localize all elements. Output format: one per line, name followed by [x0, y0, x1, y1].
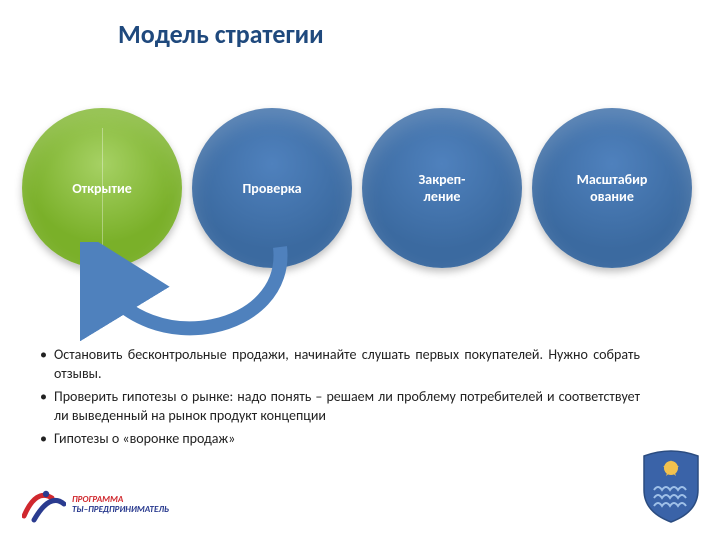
circle-consolidation: Закреп-ление [362, 108, 522, 268]
circle-label: Закреп-ление [419, 171, 466, 205]
logo-line2: ТЫ–ПРЕДПРИНИМАТЕЛЬ [72, 505, 169, 515]
bullet-list: Остановить бесконтрольные продажи, начин… [40, 346, 640, 452]
circle-scaling: Масштабирование [532, 108, 692, 268]
process-circles: Открытие Проверка Закреп-ление Масштабир… [22, 108, 698, 268]
logo-swoosh-icon [22, 486, 66, 524]
bullet-item: Проверить гипотезы о рынке: надо понять … [54, 388, 640, 426]
circle-discovery: Открытие [22, 108, 182, 268]
logo-text: ПРОГРАММА ТЫ–ПРЕДПРИНИМАТЕЛЬ [72, 495, 169, 515]
circle-label: Открытие [72, 180, 132, 197]
bullet-item: Остановить бесконтрольные продажи, начин… [54, 346, 640, 384]
circle-validation: Проверка [192, 108, 352, 268]
slide-title: Модель стратегии [118, 18, 324, 50]
coat-of-arms-icon [640, 446, 702, 524]
program-logo: ПРОГРАММА ТЫ–ПРЕДПРИНИМАТЕЛЬ [22, 486, 169, 524]
circle-label: Масштабирование [577, 171, 648, 205]
circle-label: Проверка [242, 180, 301, 197]
bullet-item: Гипотезы о «воронке продаж» [54, 430, 640, 449]
